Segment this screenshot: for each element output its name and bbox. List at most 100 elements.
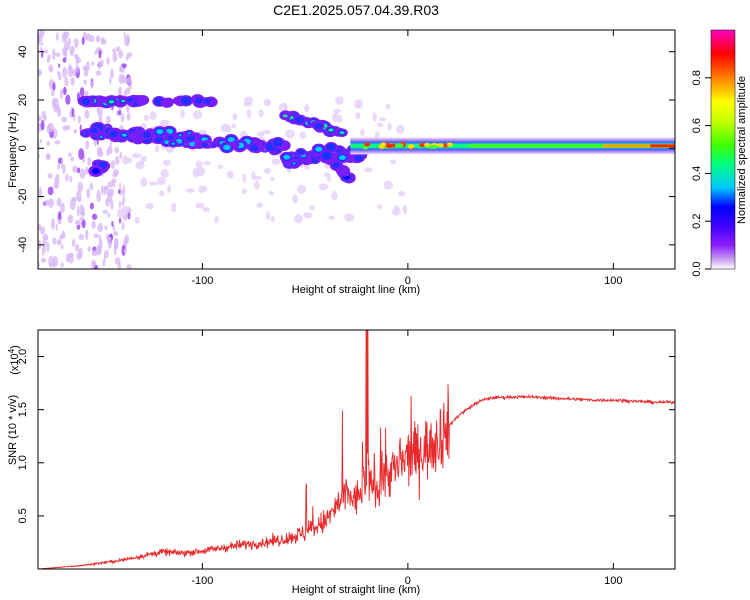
noise-blob [162, 159, 171, 166]
noise-blob [242, 188, 247, 195]
noise-blob [70, 77, 75, 86]
spectral-blob-core [91, 168, 100, 175]
noise-blob [77, 196, 82, 202]
spectral-blob [326, 143, 337, 152]
noise-blob [38, 223, 42, 231]
noise-blob [226, 125, 231, 133]
noise-blob [332, 112, 340, 123]
noise-blob [48, 198, 54, 208]
noise-blob [105, 249, 109, 259]
noise-blob [270, 215, 275, 223]
noise-blob [149, 111, 157, 121]
spectral-blob-core [283, 154, 291, 160]
noise-blob [78, 148, 85, 160]
noise-blob [67, 65, 74, 78]
noise-blob [333, 108, 341, 113]
spectral-blob-core [187, 132, 191, 135]
noise-blob [126, 264, 132, 269]
noise-blob [43, 49, 49, 54]
noise-blob [65, 173, 69, 182]
noise-blob [126, 77, 132, 85]
noise-blob [62, 86, 67, 96]
noise-blob [379, 117, 387, 122]
spectral-blob [195, 97, 204, 104]
noise-blob [119, 151, 123, 160]
noise-blob [106, 57, 110, 65]
noise-blob [73, 53, 79, 59]
noise-blob [116, 208, 126, 219]
spectral-blob [295, 116, 305, 124]
noise-blob [377, 204, 383, 209]
noise-blob [42, 250, 45, 256]
snr-x-tick-label: 100 [604, 575, 622, 587]
spectrogram-axes: -100 0 100 -40 -20 0 20 40 [17, 30, 675, 287]
noise-blob [38, 69, 43, 77]
noise-blob [134, 216, 140, 224]
noise-blob [70, 156, 75, 162]
noise-blob [125, 54, 130, 61]
spectral-blob [203, 98, 211, 104]
noise-blob [76, 224, 81, 230]
noise-blob [135, 161, 145, 170]
spectral-blob-halo [335, 165, 351, 177]
noise-blob [202, 207, 211, 213]
noise-blob [85, 229, 89, 241]
noise-blob [47, 173, 53, 179]
noise-blob [214, 215, 219, 224]
noise-blob [118, 200, 121, 209]
noise-blob [114, 155, 120, 166]
noise-blob [364, 167, 373, 173]
noise-blob [67, 152, 72, 157]
noise-blob [62, 57, 67, 63]
noise-blob [391, 208, 401, 216]
spectrogram-y-tick-label: 20 [17, 94, 29, 106]
noise-blob [71, 239, 76, 247]
spectral-blob [126, 97, 134, 103]
noise-blob [195, 160, 203, 168]
narrowband-core [469, 143, 675, 148]
noise-blob [323, 172, 331, 178]
noise-blob [344, 213, 355, 222]
noise-blob [107, 181, 114, 188]
spectral-blob-core [99, 136, 103, 139]
noise-blob [159, 119, 170, 126]
colorbar-tick-label: 0.8 [691, 70, 703, 85]
spectral-blob [81, 97, 91, 105]
noise-blob [52, 82, 56, 91]
noise-blob [396, 124, 405, 134]
noise-blob [156, 176, 166, 186]
spectral-blob-core [315, 146, 323, 152]
noise-blob [271, 158, 281, 165]
noise-blob [89, 202, 94, 210]
noise-blob [91, 80, 95, 87]
noise-blob [287, 167, 292, 174]
noise-blob [63, 31, 70, 38]
narrowband-spot [364, 142, 371, 147]
noise-blob [155, 144, 160, 153]
noise-blob [38, 153, 41, 158]
noise-blob [383, 180, 394, 190]
snr-x-tick-label: 0 [405, 575, 411, 587]
noise-blob [376, 122, 384, 128]
snr-series-line [38, 330, 675, 569]
narrowband-spot [380, 142, 387, 147]
spectral-blob [336, 149, 342, 153]
noise-blob [121, 221, 125, 230]
snr-y-tick-label: 1.5 [17, 402, 29, 417]
noise-blob [185, 188, 196, 193]
noise-blob [91, 213, 98, 220]
spectrogram-y-tick-label: 40 [17, 46, 29, 58]
noise-blob [101, 39, 107, 45]
noise-blob [64, 77, 69, 87]
noise-blob [42, 237, 47, 248]
spectral-blob [249, 144, 259, 152]
spectral-blob [168, 135, 175, 140]
noise-blob [203, 161, 211, 166]
noise-blob [83, 79, 87, 85]
noise-blob [40, 257, 46, 263]
noise-blob [81, 36, 85, 46]
noise-blob [77, 115, 81, 124]
colorbar-ticks: 0.0 0.2 0.4 0.6 0.8 [691, 70, 711, 277]
colorbar-tick-label: 0.4 [691, 166, 703, 181]
